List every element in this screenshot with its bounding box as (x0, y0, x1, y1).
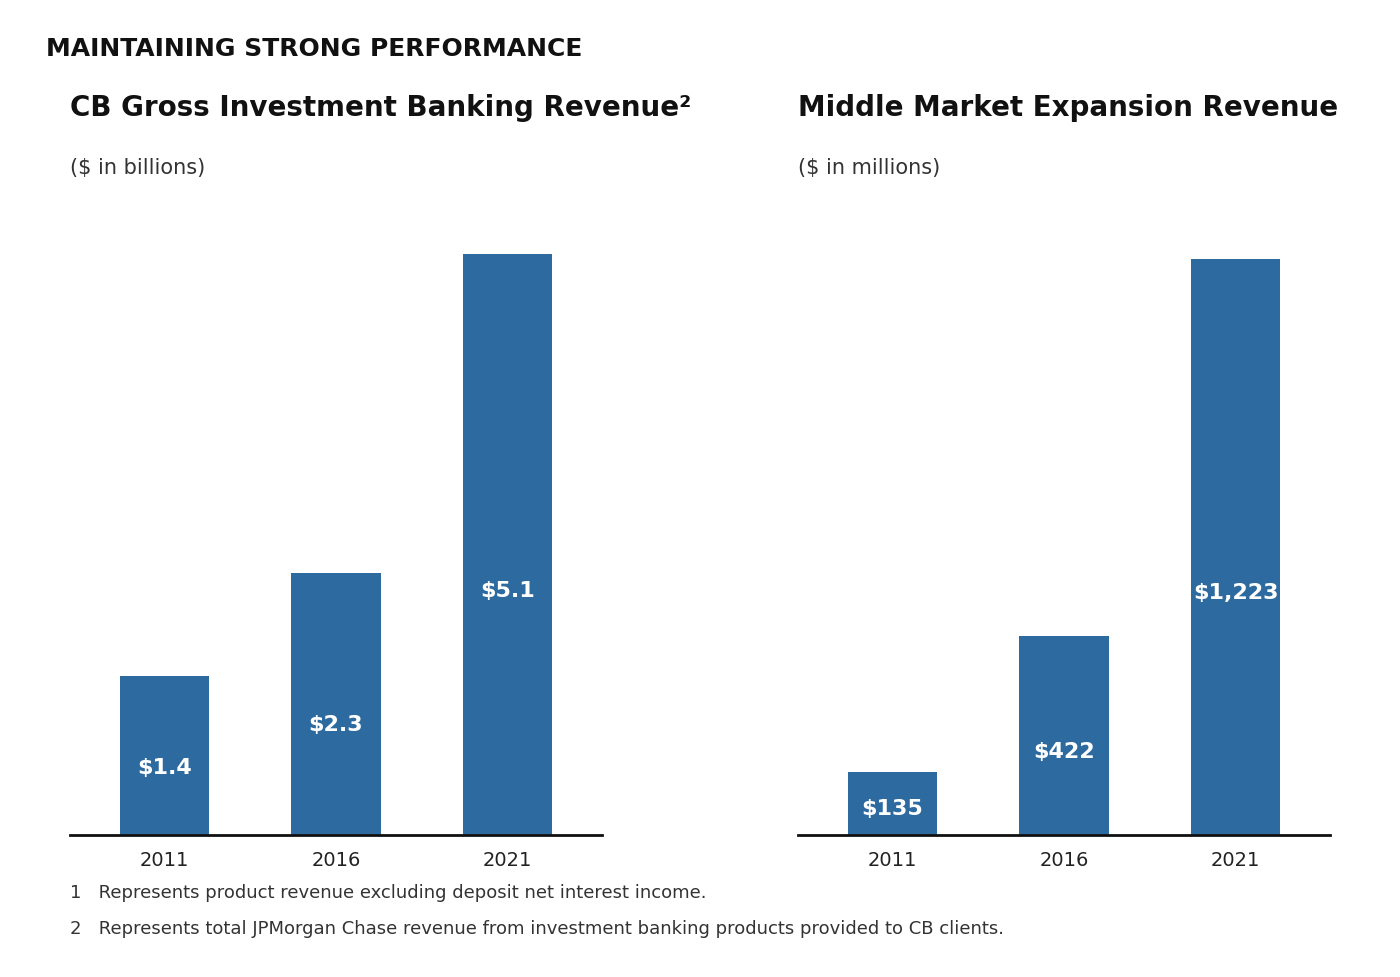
Text: $135: $135 (861, 798, 923, 819)
Text: $1,223: $1,223 (1193, 583, 1278, 603)
Text: $1.4: $1.4 (137, 758, 192, 779)
Bar (1019, 636, 1109, 835)
Text: MAINTAINING STRONG PERFORMANCE: MAINTAINING STRONG PERFORMANCE (46, 37, 582, 62)
Text: $422: $422 (1033, 742, 1095, 762)
Text: $2.3: $2.3 (308, 715, 364, 736)
Bar (1191, 259, 1280, 835)
Bar (463, 254, 552, 835)
Text: ($ in billions): ($ in billions) (70, 158, 206, 178)
Text: 2   Represents total JPMorgan Chase revenue from investment banking products pro: 2 Represents total JPMorgan Chase revenu… (70, 920, 1004, 938)
Text: $5.1: $5.1 (480, 581, 535, 601)
Bar (120, 676, 209, 835)
Bar (291, 573, 381, 835)
Text: CB Gross Investment Banking Revenue²: CB Gross Investment Banking Revenue² (70, 94, 692, 122)
Text: ($ in millions): ($ in millions) (798, 158, 941, 178)
Text: 1   Represents product revenue excluding deposit net interest income.: 1 Represents product revenue excluding d… (70, 884, 707, 902)
Bar (848, 772, 937, 835)
Text: Middle Market Expansion Revenue: Middle Market Expansion Revenue (798, 94, 1338, 122)
